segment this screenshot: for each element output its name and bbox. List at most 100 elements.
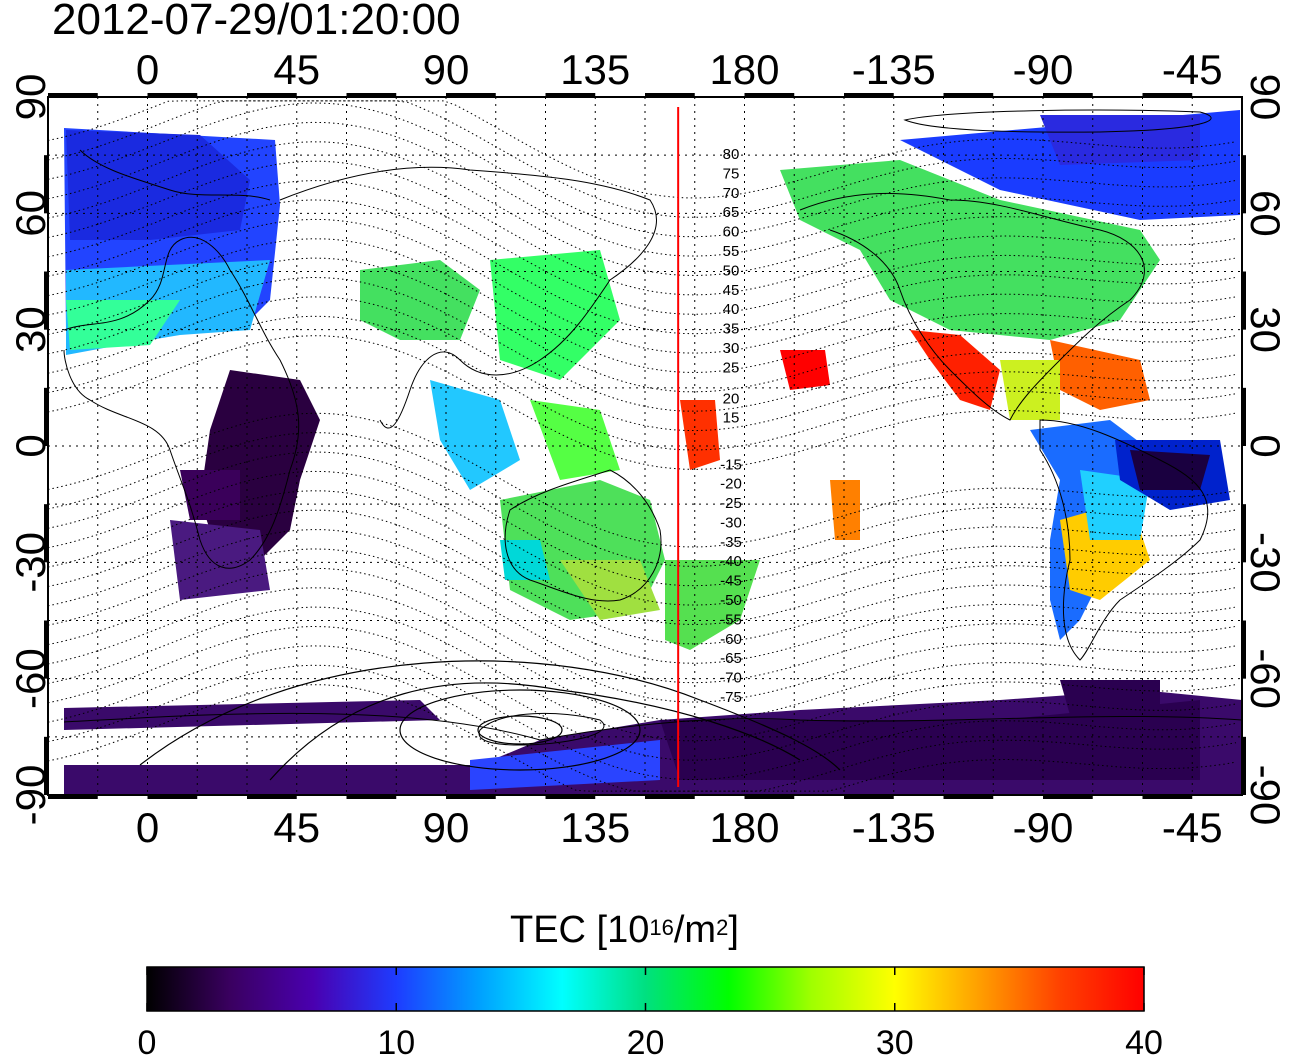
frame-tick-right	[1242, 504, 1246, 563]
frame-tick-bottom	[247, 795, 297, 799]
bottom-lon-tick-label: -135	[852, 804, 936, 851]
colorbar-title-unit: /m	[673, 909, 717, 951]
colorbar-tick-label: 10	[377, 1024, 415, 1057]
contour-value-label: -25	[720, 495, 742, 512]
contour-value-label: -60	[720, 631, 742, 648]
frame-ticks	[44, 93, 1246, 799]
left-lat-tick-label: -30	[7, 532, 54, 593]
contour-value-label: 70	[723, 185, 740, 202]
bottom-lon-tick-label: -45	[1162, 804, 1223, 851]
frame-tick-top	[147, 93, 198, 97]
contour-value-label: 30	[723, 340, 740, 357]
frame-tick-bottom	[48, 795, 98, 799]
contour-loop	[269, 682, 801, 781]
frame-tick-left	[44, 155, 48, 214]
contour-loop	[139, 660, 841, 771]
colorbar-title-end: ]	[728, 909, 739, 951]
contour-value-label: 45	[723, 282, 740, 299]
frame-tick-bottom	[346, 795, 397, 799]
top-lon-tick-label: 45	[273, 46, 320, 93]
frame-tick-left	[44, 387, 48, 446]
frame-tick-bottom	[545, 795, 596, 799]
frame-tick-bottom	[645, 795, 695, 799]
axis-labels: 0 45 90 135 180 -135 -90 -450 45 90 135 180 -135 -90-…	[7, 46, 1289, 851]
frame-tick-top	[346, 93, 397, 97]
left-lat-tick-label: 90	[7, 74, 54, 121]
bottom-lon-tick-label: 45	[273, 804, 320, 851]
contour-value-label: -50	[720, 592, 742, 609]
bottom-lon-tick-label: -90	[1013, 804, 1074, 851]
frame-tick-bottom	[1043, 795, 1093, 799]
top-lon-tick-label: 135	[560, 46, 630, 93]
contour-value-label: 35	[723, 321, 740, 338]
right-lat-tick-label: -90	[1242, 765, 1289, 826]
contour-value-label: -40	[720, 553, 742, 570]
contour-loop	[399, 689, 641, 771]
contour-value-label: -30	[720, 514, 742, 531]
contour-value-label: -15	[720, 456, 742, 473]
frame-tick-right	[1242, 620, 1246, 679]
bottom-lon-tick-label: 135	[560, 804, 630, 851]
contour-value-label: -70	[720, 670, 742, 687]
contour-value-label: -55	[720, 611, 742, 628]
colorbar-title: TEC [1016/m2]	[510, 908, 739, 952]
frame-tick-top	[943, 93, 994, 97]
contour-line	[48, 100, 1237, 199]
frame-tick-top	[545, 93, 596, 97]
contour-value-label: -35	[720, 534, 742, 551]
left-lat-tick-label: 30	[7, 306, 54, 353]
bottom-lon-tick-label: 180	[709, 804, 779, 851]
contour-value-label: 15	[723, 410, 740, 427]
right-lat-tick-label: -30	[1242, 532, 1289, 593]
contour-loop	[477, 715, 563, 745]
top-lon-tick-label: 0	[136, 46, 159, 93]
contour-value-label: 50	[723, 262, 740, 279]
frame-tick-left	[44, 504, 48, 563]
contour-value-label: 55	[723, 243, 740, 260]
contour-value-label: -20	[720, 476, 742, 493]
left-lat-tick-label: -90	[7, 765, 54, 826]
magnetic-contours	[48, 100, 1237, 792]
colorbar-tick-labels: 0 10 20 30 40	[138, 967, 1163, 1057]
colorbar-title-exponent: 16	[649, 915, 674, 940]
left-lat-tick-label: 60	[7, 190, 54, 237]
contour-value-label: 40	[723, 301, 740, 318]
contour-value-labels: 80 75 70 65 60 55 50 45 40 35 30 25 20 15 -15 -20 -25 -30…	[720, 146, 742, 706]
coastlines	[63, 109, 1242, 746]
frame-tick-top	[1043, 93, 1093, 97]
contour-value-label: 80	[723, 146, 740, 163]
contour-value-label: 60	[723, 224, 740, 241]
frame-tick-top	[446, 93, 496, 97]
contour-value-label: 25	[723, 359, 740, 376]
top-lon-tick-label: 90	[423, 46, 470, 93]
frame-tick-right	[1242, 736, 1246, 795]
right-lat-tick-label: 30	[1242, 306, 1289, 353]
frame-tick-bottom	[147, 795, 198, 799]
colorbar-title-unit-exponent: 2	[716, 915, 729, 940]
contour-value-label: -45	[720, 573, 742, 590]
frame-tick-top	[645, 93, 695, 97]
frame-tick-bottom	[446, 795, 496, 799]
contour-line	[48, 664, 1237, 792]
colorbar-tick-label: 40	[1125, 1024, 1163, 1057]
frame-tick-bottom	[943, 795, 994, 799]
left-lat-tick-label: 0	[7, 434, 54, 457]
colorbar-tick-label: 20	[627, 1024, 665, 1057]
bottom-lon-tick-label: 0	[136, 804, 159, 851]
bottom-lon-tick-label: 90	[423, 804, 470, 851]
left-lat-tick-label: -60	[7, 648, 54, 709]
colorbar-tick-label: 0	[138, 1024, 157, 1057]
frame-tick-right	[1242, 387, 1246, 446]
timestamp-title: 2012-07-29/01:20:00	[52, 0, 461, 44]
frame-tick-bottom	[1142, 795, 1193, 799]
top-lon-tick-label: -45	[1162, 46, 1223, 93]
right-lat-tick-label: 90	[1242, 74, 1289, 121]
frame-tick-bottom	[744, 795, 795, 799]
contour-line	[48, 100, 1237, 218]
contour-value-label: 75	[723, 165, 740, 182]
colorbar-title-main: TEC [10	[510, 909, 650, 951]
graticule-grid	[48, 97, 1242, 795]
frame-tick-top	[744, 93, 795, 97]
right-lat-tick-label: 0	[1242, 434, 1289, 457]
